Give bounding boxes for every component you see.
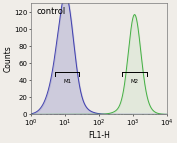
Text: M1: M1 xyxy=(63,79,71,84)
Text: M2: M2 xyxy=(130,79,138,84)
Text: control: control xyxy=(36,7,65,16)
Y-axis label: Counts: Counts xyxy=(4,45,12,72)
X-axis label: FL1-H: FL1-H xyxy=(88,131,110,140)
